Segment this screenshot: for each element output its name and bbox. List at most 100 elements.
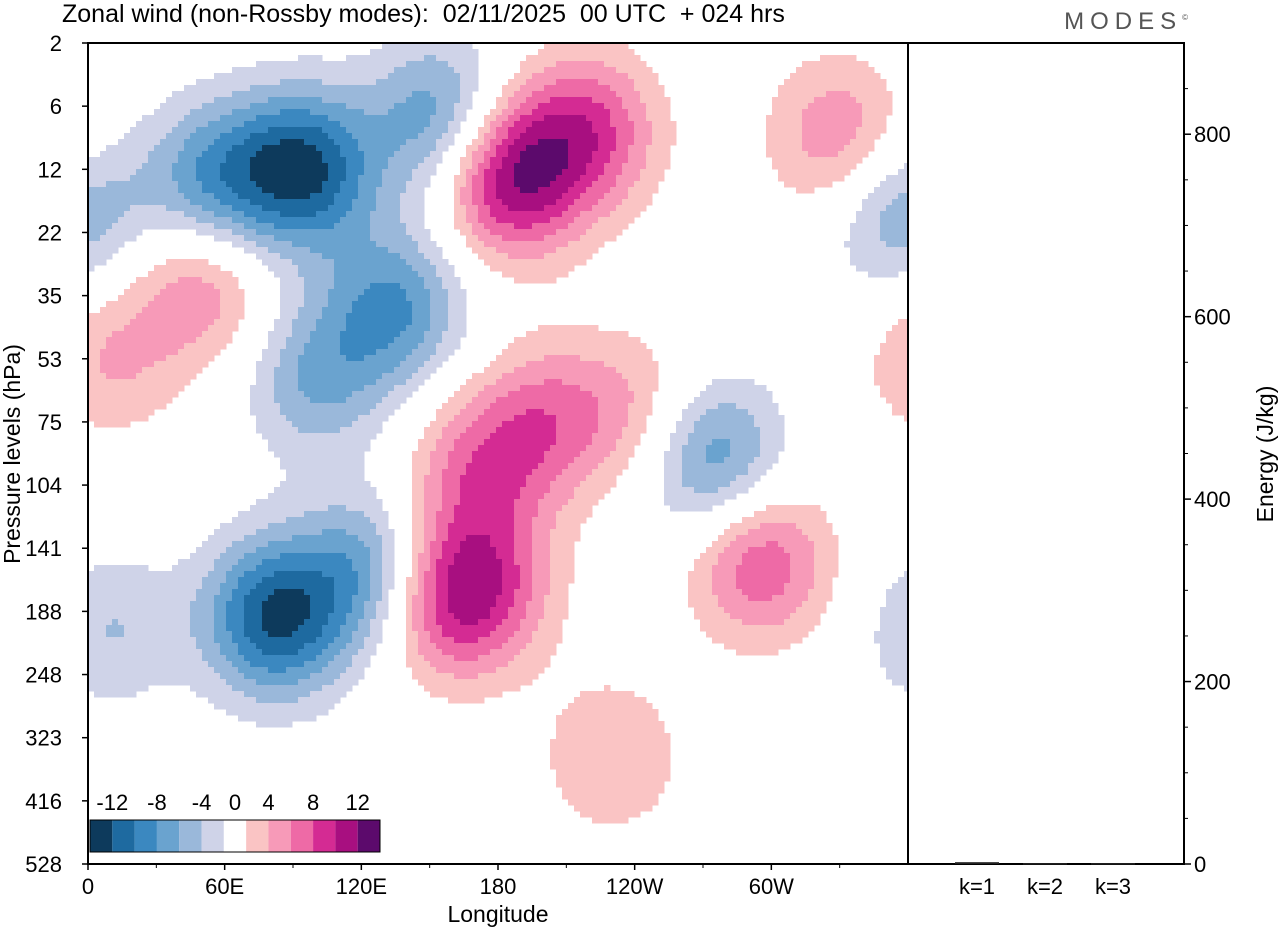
heatmap-cell xyxy=(382,391,389,398)
heatmap-cell xyxy=(142,403,149,410)
heatmap-cell xyxy=(100,229,107,236)
heatmap-cell xyxy=(838,163,845,170)
heatmap-cell xyxy=(346,343,353,350)
heatmap-cell xyxy=(358,193,365,200)
heatmap-cell xyxy=(628,133,635,140)
heatmap-cell xyxy=(214,289,221,296)
heatmap-cell xyxy=(412,181,419,188)
heatmap-cell xyxy=(358,115,365,122)
heatmap-cell xyxy=(310,193,317,200)
heatmap-cell xyxy=(508,391,515,398)
heatmap-cell xyxy=(652,169,659,176)
heatmap-cell xyxy=(142,301,149,308)
heatmap-cell xyxy=(244,133,251,140)
heatmap-cell xyxy=(586,85,593,92)
heatmap-cell xyxy=(838,127,845,134)
heatmap-cell xyxy=(586,325,593,332)
heatmap-cell xyxy=(832,133,839,140)
heatmap-cell xyxy=(598,73,605,80)
heatmap-cell xyxy=(574,121,581,128)
heatmap-cell xyxy=(484,211,491,218)
heatmap-cell xyxy=(568,97,575,104)
heatmap-cell xyxy=(646,379,653,386)
heatmap-cell xyxy=(616,187,623,194)
heatmap-cell xyxy=(358,367,365,374)
heatmap-cell xyxy=(634,151,641,158)
heatmap-cell xyxy=(802,97,809,104)
heatmap-cell xyxy=(292,349,299,356)
heatmap-cell xyxy=(268,139,275,146)
heatmap-cell xyxy=(376,385,383,392)
heatmap-cell xyxy=(400,151,407,158)
heatmap-cell xyxy=(142,145,149,152)
heatmap-cell xyxy=(838,133,845,140)
heatmap-cell xyxy=(484,391,491,398)
heatmap-cell xyxy=(292,115,299,122)
heatmap-cell xyxy=(514,337,521,344)
heatmap-cell xyxy=(130,295,137,302)
heatmap-cell xyxy=(904,325,908,332)
heatmap-cell xyxy=(166,325,173,332)
heatmap-cell xyxy=(358,139,365,146)
heatmap-cell xyxy=(280,145,287,152)
heatmap-cell xyxy=(352,277,359,284)
heatmap-cell xyxy=(460,55,467,62)
heatmap-cell xyxy=(286,199,293,206)
heatmap-cell xyxy=(418,343,425,350)
heatmap-cell xyxy=(382,169,389,176)
heatmap-cell xyxy=(394,115,401,122)
heatmap-cell xyxy=(124,157,131,164)
heatmap-cell xyxy=(454,49,461,56)
heatmap-cell xyxy=(622,361,629,368)
heatmap-cell xyxy=(478,235,485,242)
heatmap-cell xyxy=(208,277,215,284)
heatmap-cell xyxy=(448,139,455,146)
heatmap-cell xyxy=(382,151,389,158)
heatmap-cell xyxy=(262,349,269,356)
heatmap-cell xyxy=(418,163,425,170)
heatmap-cell xyxy=(400,127,407,134)
heatmap-cell xyxy=(250,85,257,92)
heatmap-cell xyxy=(604,217,611,224)
heatmap-cell xyxy=(346,379,353,386)
heatmap-cell xyxy=(160,277,167,284)
heatmap-cell xyxy=(604,43,611,50)
heatmap-cell xyxy=(214,349,221,356)
heatmap-cell xyxy=(214,181,221,188)
heatmap-cell xyxy=(208,229,215,236)
heatmap-cell xyxy=(352,133,359,140)
heatmap-cell xyxy=(208,133,215,140)
heatmap-cell xyxy=(604,367,611,374)
heatmap-cell xyxy=(304,301,311,308)
heatmap-cell xyxy=(340,241,347,248)
heatmap-cell xyxy=(100,247,107,254)
heatmap-cell xyxy=(226,223,233,230)
heatmap-cell xyxy=(292,283,299,290)
heatmap-cell xyxy=(142,193,149,200)
heatmap-cell xyxy=(406,235,413,242)
heatmap-cell xyxy=(508,349,515,356)
heatmap-cell xyxy=(868,199,875,206)
heatmap-cell xyxy=(166,205,173,212)
heatmap-cell xyxy=(652,379,659,386)
heatmap-cell xyxy=(94,403,101,410)
heatmap-cell xyxy=(364,295,371,302)
heatmap-cell xyxy=(352,121,359,128)
heatmap-cell xyxy=(472,223,479,230)
heatmap-cell xyxy=(136,325,143,332)
heatmap-cell xyxy=(262,133,269,140)
heatmap-cell xyxy=(472,229,479,236)
heatmap-cell xyxy=(406,295,413,302)
heatmap-cell xyxy=(664,133,671,140)
heatmap-cell xyxy=(148,271,155,278)
heatmap-cell xyxy=(382,85,389,92)
heatmap-cell xyxy=(832,61,839,68)
heatmap-cell xyxy=(436,49,443,56)
heatmap-cell xyxy=(874,73,881,80)
heatmap-cell xyxy=(274,145,281,152)
heatmap-cell xyxy=(484,223,491,230)
heatmap-cell xyxy=(436,79,443,86)
heatmap-cell xyxy=(772,139,779,146)
heatmap-cell xyxy=(388,67,395,74)
heatmap-cell xyxy=(160,295,167,302)
